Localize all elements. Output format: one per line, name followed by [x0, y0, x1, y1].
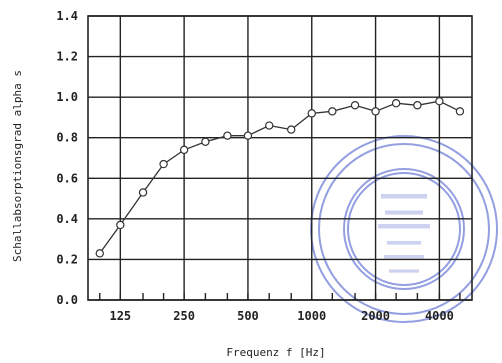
x-tick-label: 1000 [297, 309, 326, 323]
stamp-ring [347, 172, 461, 286]
x-tick-label: 500 [237, 309, 259, 323]
stamp-ring [343, 168, 465, 290]
stamp-mark [378, 224, 430, 229]
x-tick-label: 2000 [361, 309, 390, 323]
y-tick-label: 1.2 [56, 50, 78, 64]
y-tick-label: 1.0 [56, 90, 78, 104]
stamp-mark [385, 210, 423, 215]
y-tick-label: 0.0 [56, 293, 78, 307]
data-point [371, 107, 380, 116]
data-point [201, 137, 210, 146]
series-line [99, 100, 461, 254]
data-point [287, 125, 296, 134]
stamp-mark [384, 255, 424, 259]
stamp-mark [381, 194, 427, 199]
y-axis-label: Schallabsorptionsgrad alpha s [11, 70, 24, 262]
data-point [435, 96, 444, 106]
series-group [95, 96, 465, 258]
plot-frame [87, 15, 473, 301]
data-point [159, 159, 168, 169]
data-point [116, 220, 125, 230]
data-point [243, 131, 253, 140]
x-tick-label: 250 [173, 309, 195, 323]
y-tick-label: 0.2 [56, 252, 78, 266]
y-tick-labels: 0.0 0.2 0.4 0.6 0.8 1.0 1.2 1.4 [56, 9, 78, 307]
data-point [455, 107, 465, 116]
grid [87, 15, 473, 301]
data-point [179, 145, 189, 155]
y-tick-label: 0.6 [56, 171, 78, 185]
data-point [95, 249, 104, 258]
data-point [223, 131, 232, 140]
data-point [307, 109, 316, 118]
data-point [138, 188, 148, 197]
stamp-mark [387, 241, 421, 245]
data-point [328, 107, 337, 116]
y-tick-label: 1.4 [56, 9, 78, 23]
data-point [391, 99, 401, 108]
x-axis-label: Frequenz f [Hz] [226, 346, 325, 359]
stamp-seal [310, 135, 498, 323]
x-tick-label: 4000 [425, 309, 454, 323]
y-tick-label: 0.4 [56, 212, 78, 226]
data-point [413, 101, 422, 110]
data-point [350, 101, 360, 110]
x-tick-label: 125 [109, 309, 131, 323]
y-tick-label: 0.8 [56, 131, 78, 145]
x-tick-labels: 125 250 500 1000 2000 4000 [109, 309, 453, 323]
stamp-ring [310, 135, 498, 323]
stamp-mark [389, 269, 419, 273]
stamp-ring [318, 143, 490, 315]
data-point [265, 121, 274, 130]
